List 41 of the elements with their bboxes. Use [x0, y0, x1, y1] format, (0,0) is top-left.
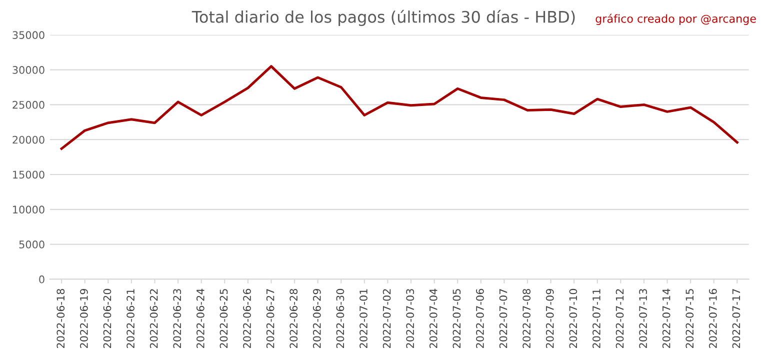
- x-tick-label: 2022-07-14: [662, 288, 670, 348]
- x-tick-label: 2022-07-10: [569, 288, 578, 348]
- y-tick-label: 10000: [13, 206, 44, 214]
- y-tick-label: 5000: [19, 240, 44, 248]
- line-series: [60, 65, 738, 150]
- x-tick-label: 2022-06-22: [150, 289, 158, 348]
- x-tick-label: 2022-06-19: [80, 288, 88, 348]
- x-tick-label: 2022-06-30: [336, 288, 344, 348]
- x-tick-label: 2022-06-23: [173, 289, 182, 348]
- y-tick-label: 25000: [12, 100, 44, 109]
- x-tick-label: 2022-06-25: [220, 289, 228, 348]
- text: gráfico creado por @arcange: [596, 14, 756, 25]
- x-tick-label: 2022-06-18: [56, 288, 65, 348]
- x-tick-label: 2022-07-02: [382, 289, 391, 348]
- x-tick-label: 2022-07-09: [546, 288, 554, 348]
- chart-title: Total diario de los pagos (últimos 30 días - HBD): [192, 10, 575, 26]
- x-tick-label: 2022-07-11: [592, 289, 600, 348]
- y-tick-label: 0: [39, 275, 44, 284]
- x-tick-label: 2022-07-12: [616, 289, 624, 348]
- x-tick-label: 2022-07-16: [709, 288, 717, 348]
- x-tick-label: 2022-07-01: [360, 289, 368, 348]
- x-tick-label: 2022-07-08: [522, 288, 531, 348]
- x-tick-label: 2022-07-03: [406, 289, 414, 348]
- x-tick-label: 2022-07-05: [452, 289, 461, 348]
- y-tick-label: 15000: [13, 170, 44, 179]
- x-tick-label: 2022-07-15: [686, 289, 694, 348]
- x-tick-label: 2022-06-24: [196, 288, 204, 348]
- x-tick-label: 2022-07-06: [476, 288, 484, 348]
- y-tick-label: 35000: [12, 31, 44, 40]
- x-tick-label: 2022-06-29: [312, 288, 321, 348]
- x-tick-label: 2022-07-13: [639, 289, 647, 348]
- x-tick-label: 2022-06-26: [243, 288, 251, 348]
- y-tick-label: 20000: [12, 136, 44, 144]
- x-tick-label: 2022-06-20: [103, 288, 112, 348]
- x-tick-label: 2022-06-21: [126, 289, 134, 348]
- y-tick-label: 30000: [12, 66, 44, 74]
- x-tick-label: 2022-07-04: [429, 288, 438, 348]
- x-tick-label: 2022-06-28: [290, 288, 298, 348]
- x-tick-label: 2022-07-07: [499, 289, 508, 348]
- x-tick-label: 2022-06-27: [266, 289, 274, 348]
- x-tick-label: 2022-07-17: [732, 289, 740, 348]
